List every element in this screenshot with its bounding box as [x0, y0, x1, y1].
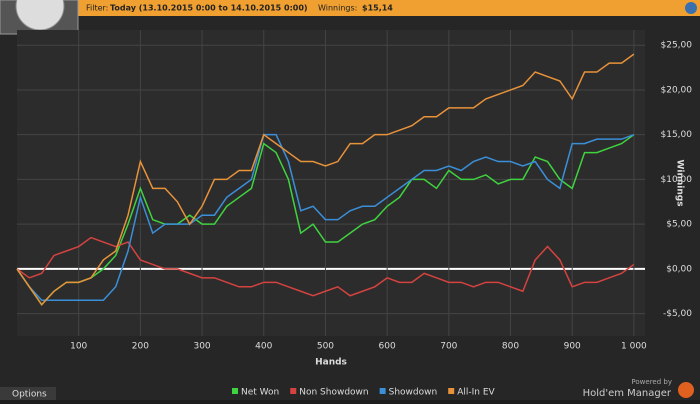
x-tick-label: 100 — [70, 342, 87, 352]
x-tick-label: 900 — [564, 342, 581, 352]
x-tick-label: 300 — [193, 342, 210, 352]
legend-swatch — [448, 388, 455, 394]
x-tick-label: 800 — [502, 342, 519, 352]
x-tick-label: 700 — [440, 342, 457, 352]
plot-area — [17, 30, 645, 336]
x-tick-label: 200 — [132, 342, 149, 352]
x-tick-label: 500 — [317, 342, 334, 352]
series-line — [16, 53, 635, 306]
legend-label: Net Won — [241, 388, 279, 398]
legend-swatch — [379, 388, 386, 394]
x-axis-title: Hands — [315, 358, 347, 368]
y-tick-label: -$5,00 — [663, 309, 692, 319]
y-axis-title: Winnings — [675, 159, 685, 206]
y-tick-label: $20,00 — [661, 85, 693, 95]
winnings-value: $15,14 — [362, 4, 393, 13]
filter-bar — [0, 0, 700, 16]
product-name: Hold'em Manager — [583, 388, 672, 399]
y-tick-label: $5,00 — [666, 220, 692, 230]
legend-label: All-In EV — [457, 388, 495, 398]
x-tick-label: 400 — [255, 342, 272, 352]
legend-label: Non Showdown — [299, 388, 368, 398]
logo — [678, 382, 694, 398]
x-tick-label: 600 — [379, 342, 396, 352]
options-button[interactable] — [0, 387, 56, 400]
legend-label: Showdown — [389, 388, 438, 398]
options-label[interactable]: Options — [12, 390, 47, 400]
powered-by: Powered by — [631, 378, 672, 386]
y-tick-label: $0,00 — [666, 264, 692, 274]
filter-label: Filter: — [86, 4, 108, 13]
legend-swatch — [232, 388, 238, 394]
x-tick-label: 1 000 — [621, 342, 647, 352]
y-tick-label: $10,00 — [661, 175, 693, 185]
y-tick-label: $15,00 — [661, 130, 693, 140]
filter-value: Today (13.10.2015 0:00 to 14.10.2015 0:0… — [110, 4, 308, 13]
winnings-label: Winnings: — [318, 4, 357, 13]
y-tick-label: $25,00 — [661, 41, 693, 51]
legend-swatch — [290, 388, 297, 394]
series-line — [16, 133, 635, 301]
help-button[interactable] — [685, 2, 697, 14]
series-line — [16, 236, 635, 297]
